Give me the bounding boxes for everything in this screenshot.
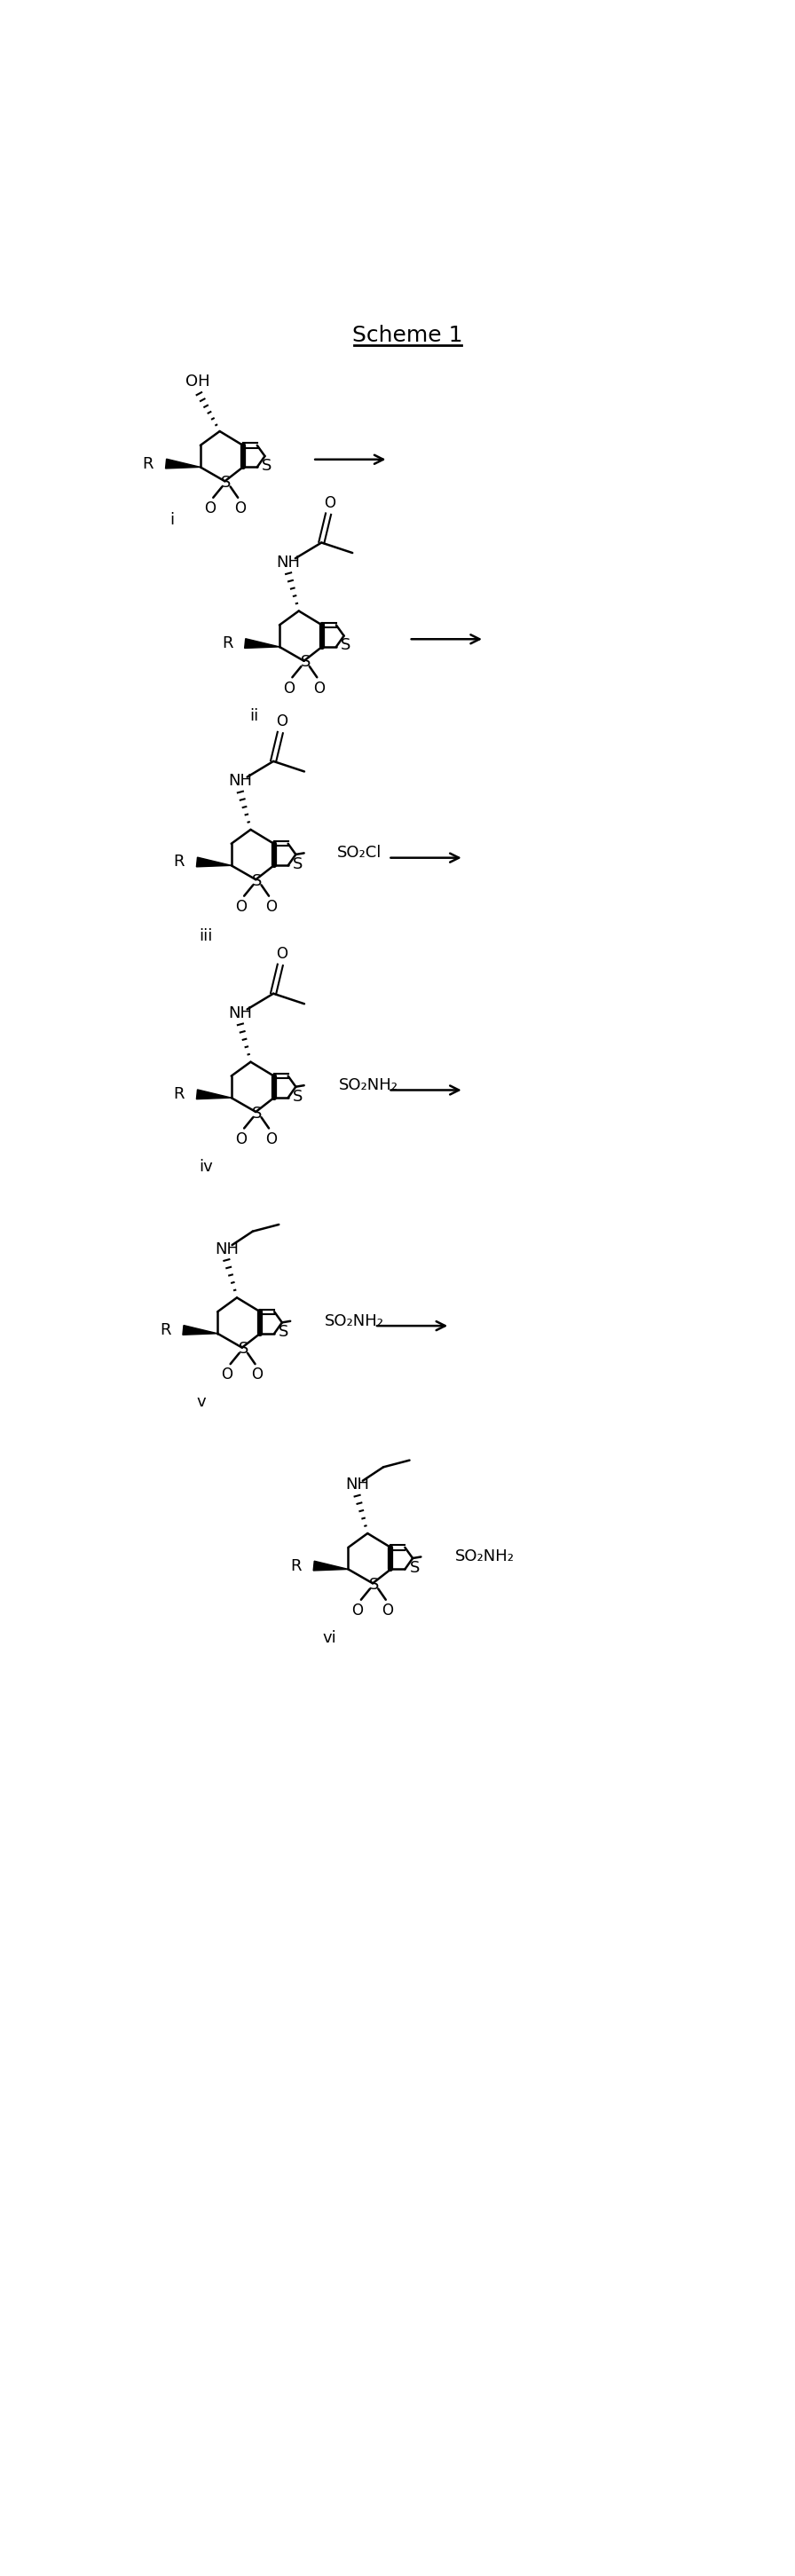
Polygon shape <box>196 1090 231 1100</box>
Text: ii: ii <box>250 708 258 724</box>
Text: SO₂Cl: SO₂Cl <box>337 845 382 860</box>
Polygon shape <box>245 639 280 649</box>
Text: R: R <box>173 855 184 871</box>
Text: O: O <box>276 945 287 961</box>
Text: NH: NH <box>215 1242 238 1257</box>
Text: S: S <box>252 1105 262 1121</box>
Text: O: O <box>235 500 246 518</box>
Text: NH: NH <box>345 1476 369 1494</box>
Text: NH: NH <box>277 554 301 569</box>
Text: S: S <box>279 1324 289 1340</box>
Text: NH: NH <box>228 773 252 788</box>
Text: OH: OH <box>185 374 210 389</box>
Text: O: O <box>235 1131 246 1146</box>
Text: SO₂NH₂: SO₂NH₂ <box>456 1548 514 1564</box>
Text: R: R <box>160 1321 171 1337</box>
Text: iv: iv <box>199 1159 213 1175</box>
Text: i: i <box>169 513 174 528</box>
Polygon shape <box>196 858 231 866</box>
Text: R: R <box>173 1087 184 1103</box>
Text: S: S <box>301 654 310 670</box>
Text: S: S <box>409 1561 420 1577</box>
Text: O: O <box>283 680 295 696</box>
Text: v: v <box>196 1394 206 1409</box>
Text: O: O <box>324 495 335 510</box>
Text: S: S <box>293 855 303 873</box>
Text: NH: NH <box>228 1005 252 1020</box>
Polygon shape <box>183 1324 218 1334</box>
Text: vi: vi <box>323 1631 337 1646</box>
Text: R: R <box>290 1558 301 1574</box>
Text: O: O <box>266 899 277 914</box>
Text: O: O <box>276 714 287 729</box>
Text: S: S <box>252 873 262 889</box>
Text: S: S <box>238 1342 249 1358</box>
Text: SO₂NH₂: SO₂NH₂ <box>339 1077 398 1092</box>
Text: R: R <box>222 636 233 652</box>
Polygon shape <box>165 459 200 469</box>
Text: O: O <box>221 1368 233 1383</box>
Text: SO₂NH₂: SO₂NH₂ <box>324 1314 384 1329</box>
Text: S: S <box>262 459 272 474</box>
Text: Scheme 1: Scheme 1 <box>352 325 463 345</box>
Text: O: O <box>251 1368 263 1383</box>
Polygon shape <box>313 1561 348 1571</box>
Text: O: O <box>235 899 246 914</box>
Text: O: O <box>382 1602 394 1618</box>
Text: iii: iii <box>199 927 213 945</box>
Text: S: S <box>341 636 351 654</box>
Text: O: O <box>204 500 215 518</box>
Text: S: S <box>369 1577 379 1592</box>
Text: S: S <box>293 1090 303 1105</box>
Text: O: O <box>266 1131 277 1146</box>
Text: R: R <box>142 456 153 471</box>
Text: S: S <box>221 474 231 489</box>
Text: O: O <box>352 1602 363 1618</box>
Text: O: O <box>313 680 325 696</box>
